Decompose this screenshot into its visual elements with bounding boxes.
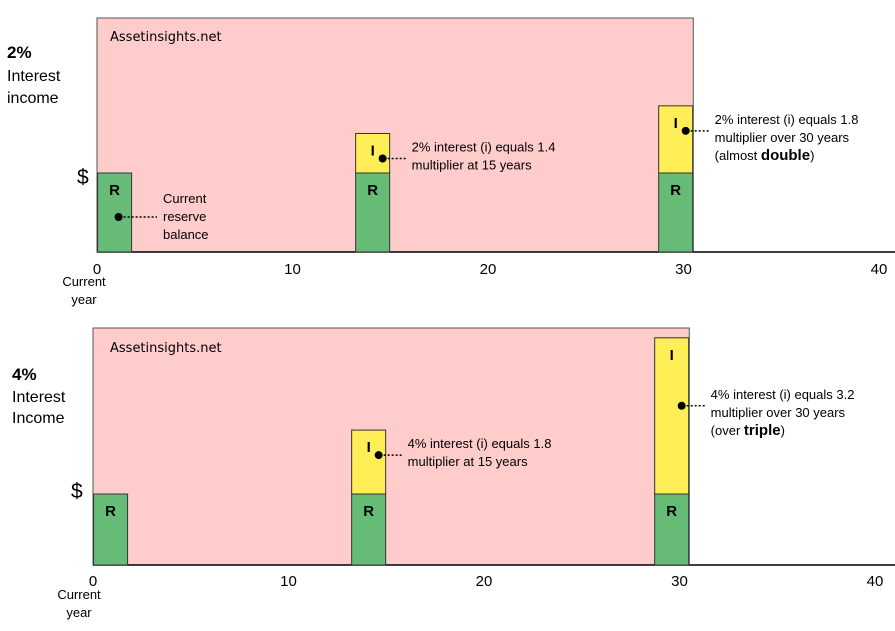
bar-segment-interest [355,133,391,174]
x-tick-label: 30 [671,573,688,590]
bar-label-i: I [670,347,674,364]
x-tick-label: 30 [675,261,692,278]
shaded-region [92,327,690,566]
x-tick-label: 20 [480,261,497,278]
chart-title-line: 4% [12,365,37,384]
x-sublabel-current: Current [57,587,101,602]
y-axis-label: $ [77,166,89,189]
x-tick-label: 0 [93,261,101,278]
x-sublabel-year: year [71,292,97,307]
x-tick-label: 10 [284,261,301,278]
chart-title-line: Income [12,410,65,427]
x-tick-label: 20 [476,573,493,590]
annotation-text: 2% interest (i) equals 1.8 [715,112,859,127]
annotation-text: multiplier at 15 years [408,454,528,469]
x-tick-label: 0 [89,573,97,590]
annotation-dot [374,451,383,460]
annotation-text: 4% interest (i) equals 1.8 [408,436,552,451]
bar-segment-reserve [355,172,391,253]
bar-label-r: R [666,503,677,520]
bar-segment-reserve [654,493,690,566]
x-tick-label: 40 [871,261,888,278]
annotation-text: multiplier at 15 years [412,158,532,173]
annotation-dot [677,401,686,410]
x-sublabel-current: Current [62,274,106,289]
bar-segment-interest [654,337,690,495]
x-tick-label: 10 [280,573,297,590]
annotation-text: multiplier over 30 years [711,405,846,420]
bar-label-r: R [109,182,120,199]
annotation-text: multiplier over 30 years [715,130,850,145]
bar-segment-reserve [351,493,387,566]
chart-title-line: Interest [12,389,66,406]
annotation-dot [114,213,123,221]
chart-title-line: income [7,90,59,107]
chart-panel-1: Assetinsights.net 2% Interest income $0 10 20 3… [7,17,895,307]
annotation-text: Current [163,191,207,206]
bar-label-i: I [371,143,375,160]
annotation-text: 2% interest (i) equals 1.4 [412,140,556,155]
annotation-emphasis: (over triple) [711,422,785,439]
annotation-dot [378,154,387,163]
annotation-text: 4% interest (i) equals 3.2 [711,387,855,402]
bar-label-r: R [367,182,378,199]
bar-label-r: R [363,503,374,520]
annotation-dot [681,126,690,135]
chart-title-line: 2% [7,43,32,62]
shaded-region [96,17,694,253]
x-sublabel-year: year [66,605,92,620]
annotation-text: balance [163,227,209,242]
bar-label-i: I [674,115,678,132]
annotation-text: reserve [163,209,206,224]
chart-title-line: Interest [7,68,61,85]
bar-segment-reserve [93,493,129,566]
bar-segment-reserve [97,172,133,253]
chart-panel-2: Assetinsights.net 4% Interest Income $0 10 20 3… [12,327,895,620]
bar-label-r: R [105,503,116,520]
bar-segment-reserve [658,172,694,253]
annotation-emphasis: (almost double) [715,147,815,164]
watermark: Assetinsights.net [110,30,222,45]
bar-label-i: I [367,439,371,456]
x-tick-label: 40 [867,573,884,590]
watermark: Assetinsights.net [110,341,222,356]
bar-label-r: R [670,182,681,199]
bar-segment-interest [351,429,387,495]
bar-segment-interest [658,105,694,174]
y-axis-label: $ [71,480,83,503]
